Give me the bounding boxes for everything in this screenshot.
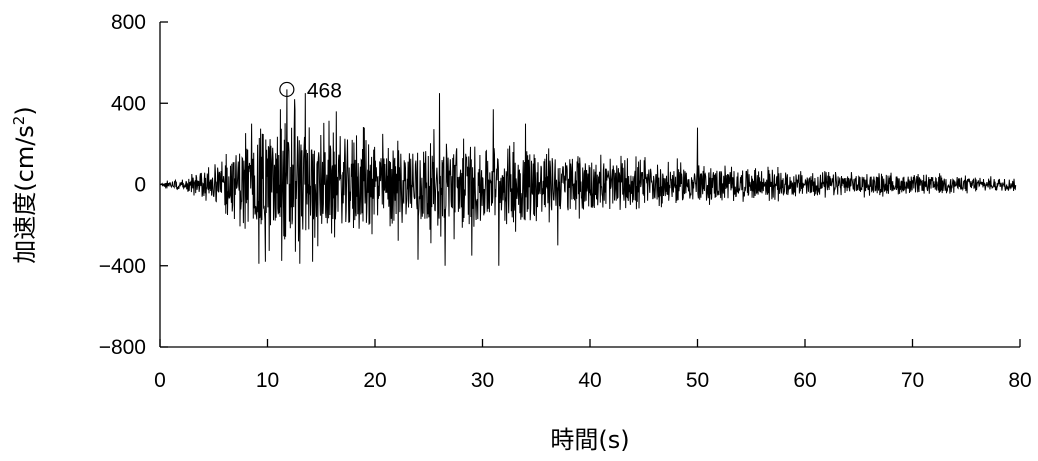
x-tick-label-6: 60 — [793, 369, 816, 392]
acceleration-series-line — [160, 89, 1017, 266]
y-tick-label-1: 400 — [111, 92, 146, 115]
y-axis-label: 加速度(cm/s2) — [10, 106, 39, 263]
y-tick-label-0: 800 — [111, 11, 146, 34]
x-tick-label-3: 30 — [471, 369, 494, 392]
y-tick-label-4: −800 — [99, 336, 146, 359]
x-axis-label: 時間(s) — [550, 426, 629, 454]
peak-annotation: 468 — [279, 79, 342, 102]
y-tick-label-3: −400 — [99, 255, 146, 278]
x-tick-label-2: 20 — [363, 369, 386, 392]
peak-marker — [279, 81, 295, 98]
x-tick-label-4: 40 — [578, 369, 601, 392]
x-tick-label-5: 50 — [686, 369, 709, 392]
peak-value-label: 468 — [307, 79, 342, 102]
x-tick-label-8: 80 — [1008, 369, 1031, 392]
y-axis-label-close: ) — [11, 106, 39, 115]
y-tick-label-2: 0 — [134, 174, 146, 197]
tick-labels: 800 400 0 −400 −800 0 10 20 30 40 50 60 70 80 — [99, 11, 1032, 392]
y-axis-label-superscript: 2 — [10, 116, 28, 126]
x-tick-label-1: 10 — [256, 369, 279, 392]
x-tick-label-7: 70 — [901, 369, 924, 392]
x-tick-label-0: 0 — [154, 369, 166, 392]
y-axis-label-main: 加速度(cm/s — [11, 125, 39, 264]
